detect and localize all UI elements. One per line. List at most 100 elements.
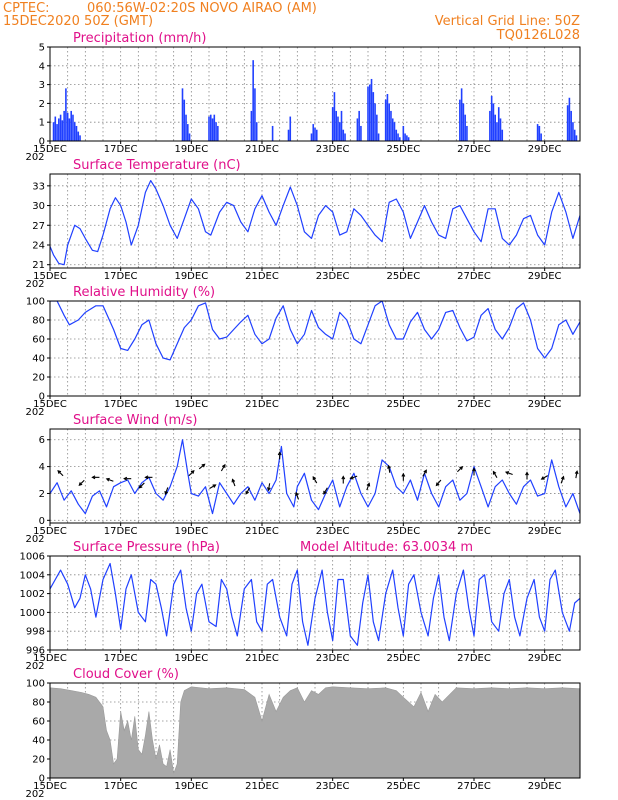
wind-arrow-shaft: [575, 471, 578, 479]
wind-arrow-27: [472, 467, 476, 476]
wind-arrow-head: [78, 482, 83, 487]
humidity-xtick-label-7: 29DEC: [528, 399, 562, 410]
humidity-xtick-label-2: 19DEC: [174, 399, 208, 410]
precip-bar-28: [252, 60, 254, 141]
wind-arrow-16: [295, 491, 300, 500]
wind-arrow-shaft: [232, 479, 236, 487]
pressure-xtick-label-0: 15DEC: [33, 653, 67, 664]
temp-title: Surface Temperature (nC): [73, 158, 241, 173]
temperature-panel: 21 24 27 30 33 15DEC 17DEC 19DEC 21DEC 23DEC 25DEC…: [25, 173, 581, 290]
wind-arrow-shaft: [541, 475, 548, 480]
precip-bar-16: [181, 88, 184, 141]
temp-xtick-label-5: 25DEC: [386, 271, 420, 282]
precip-bar-53: [374, 103, 376, 141]
wind-arrow-8: [188, 470, 195, 477]
wind-arrow-shaft: [312, 476, 318, 484]
wind-arrow-11: [220, 463, 226, 472]
humidity-data: [50, 301, 580, 361]
precip-bar-30: [255, 122, 258, 141]
precip-bar-57: [386, 94, 389, 141]
precip-bar-24: [213, 114, 216, 141]
temp-xtick-label-3: 21DEC: [245, 271, 279, 282]
wind-arrow-head: [201, 463, 206, 468]
precip-bar-79: [497, 107, 500, 141]
pressure-xtick-label-3: 21DEC: [245, 653, 279, 664]
humidity-panel: 0 20 40 60 80 100 15DEC 17DEC 19DEC 21DEC 23DEC 25D…: [25, 297, 581, 418]
precip-bar-90: [575, 135, 578, 141]
wind-xtick-label-3: 21DEC: [245, 526, 279, 537]
wind-arrow-2: [91, 475, 100, 480]
wind-arrow-28: [492, 470, 498, 478]
precip-bar-70: [460, 88, 463, 141]
pressure-xtick-label-7: 29DEC: [528, 653, 562, 664]
precip-bar-42: [338, 122, 341, 141]
humidity-frame: [49, 300, 581, 397]
precip-bar-18: [185, 114, 187, 141]
wind-arrow-head: [349, 475, 354, 480]
cloud-title: Cloud Cover (%): [73, 667, 179, 682]
wind-arrow-shaft: [295, 492, 300, 500]
cloud-data: [50, 686, 580, 778]
wind-arrow-head: [312, 476, 317, 481]
wind-arrow-6: [144, 475, 153, 480]
precip-bar-6: [63, 110, 65, 141]
wind-arrow-23: [401, 472, 406, 481]
cloud-ytick-label-0: 0: [39, 774, 45, 785]
wind-arrow-head: [212, 484, 217, 488]
precip-bar-2: [56, 124, 58, 141]
precip-bar-3: [58, 118, 60, 141]
cloud-xtick-label-5: 25DEC: [386, 781, 420, 792]
cloud-year-stub: 202: [25, 789, 44, 800]
pressure-ytick-label-1: 998: [26, 627, 45, 638]
wind-arrow-4: [123, 476, 132, 481]
precip-bar-55: [377, 133, 380, 141]
precip-bar-33: [289, 116, 292, 141]
precip-bar-73: [466, 125, 468, 141]
wind-arrow-head: [387, 464, 391, 469]
precip-bar-13: [75, 125, 78, 141]
cloud-xtick-label-0: 15DEC: [33, 781, 67, 792]
precip-xtick-label-4: 23DEC: [316, 144, 350, 155]
precip-ytick-label-1: 1: [39, 118, 45, 129]
wind-arrow-head: [560, 475, 565, 480]
precip-bar-15: [79, 135, 81, 141]
precip-bar-83: [538, 125, 541, 141]
temp-series-line: [50, 180, 580, 266]
precip-bar-59: [390, 110, 392, 141]
pressure-series-line: [50, 562, 580, 646]
humidity-ytick-label-3: 60: [32, 335, 45, 346]
pressure-xtick-label-1: 17DEC: [104, 653, 138, 664]
cloud-area: [50, 686, 580, 778]
precip-bar-40: [335, 110, 337, 141]
pressure-ytick-label-2: 1000: [20, 608, 45, 619]
precip-bar-0: [52, 122, 55, 141]
cloud-xtick-label-7: 29DEC: [528, 781, 562, 792]
precip-bar-27: [250, 110, 253, 141]
precip-bar-56: [384, 99, 387, 141]
wind-xtick-label-6: 27DEC: [457, 526, 491, 537]
precip-bar-89: [573, 129, 576, 141]
wind-arrow-head: [266, 487, 271, 492]
wind-arrow-shaft: [505, 471, 513, 476]
wind-arrow-head: [423, 469, 427, 474]
wind-arrow-0: [57, 470, 64, 477]
precip-bar-29: [254, 88, 256, 141]
humidity-xtick-label-5: 25DEC: [386, 399, 420, 410]
wind-arrow-shaft: [209, 484, 216, 489]
wind-arrow-30: [525, 471, 529, 480]
precip-bar-72: [464, 114, 466, 141]
wind-arrow-25: [435, 479, 442, 487]
wind-arrow-head: [91, 475, 96, 480]
precip-xtick-label-6: 27DEC: [457, 144, 491, 155]
precipitation-panel: 0 1 2 3 4 5 15DEC 17DEC 19DEC 21DEC 23DEC 25DEC 27DE…: [25, 43, 581, 163]
precip-frame: [49, 46, 581, 142]
precip-bar-23: [211, 118, 214, 141]
wind-ytick-label-3: 6: [39, 435, 45, 446]
header-grid-note: Vertical Grid Line: 50Z: [435, 14, 580, 29]
wind-arrow-head: [123, 476, 128, 481]
humidity-ytick-label-2: 40: [32, 354, 45, 365]
precip-ytick-label-3: 3: [39, 80, 45, 91]
precip-bar-85: [566, 105, 569, 141]
wind-arrow-head: [231, 478, 236, 483]
